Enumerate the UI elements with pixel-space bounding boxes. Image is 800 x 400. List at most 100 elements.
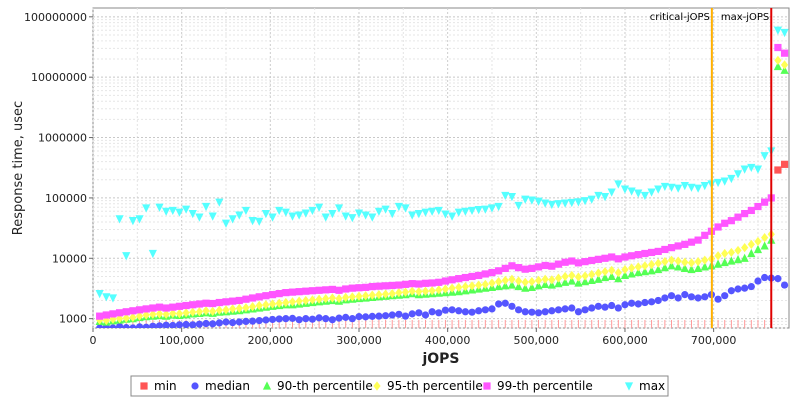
legend-label: median bbox=[205, 379, 250, 393]
data-point bbox=[640, 191, 650, 201]
data-point bbox=[202, 306, 210, 316]
data-point bbox=[780, 160, 789, 168]
data-point bbox=[162, 321, 170, 328]
data-point bbox=[388, 311, 396, 319]
x-tick-label: 400,000 bbox=[425, 334, 471, 347]
data-point bbox=[189, 307, 197, 317]
data-point bbox=[268, 213, 277, 222]
data-point bbox=[169, 321, 177, 328]
data-point bbox=[222, 305, 230, 315]
data-point bbox=[215, 305, 223, 315]
plot-background bbox=[92, 7, 790, 329]
data-point bbox=[335, 314, 343, 322]
data-point bbox=[408, 280, 416, 288]
data-point bbox=[229, 297, 237, 305]
data-point bbox=[654, 296, 662, 305]
data-point bbox=[155, 322, 164, 328]
data-point bbox=[421, 311, 430, 319]
data-point bbox=[415, 309, 423, 317]
data-point bbox=[208, 212, 217, 221]
data-point bbox=[275, 206, 284, 216]
data-point bbox=[122, 308, 130, 316]
data-point bbox=[681, 291, 689, 299]
data-point bbox=[155, 303, 164, 311]
data-point bbox=[235, 296, 243, 305]
data-point bbox=[322, 315, 330, 323]
data-point bbox=[315, 294, 323, 304]
data-point bbox=[774, 166, 782, 174]
data-point bbox=[761, 233, 769, 243]
data-point bbox=[733, 255, 743, 264]
data-point bbox=[195, 320, 203, 328]
data-point bbox=[255, 316, 263, 325]
data-point bbox=[780, 49, 789, 57]
legend-swatch bbox=[191, 382, 199, 390]
data-point bbox=[128, 217, 137, 226]
data-point bbox=[581, 258, 589, 266]
data-point bbox=[740, 165, 749, 174]
data-point bbox=[362, 283, 370, 291]
data-point bbox=[521, 195, 530, 204]
data-point bbox=[468, 281, 476, 291]
data-point bbox=[667, 255, 676, 265]
data-point bbox=[507, 280, 517, 289]
data-point bbox=[634, 262, 642, 272]
data-point bbox=[773, 61, 783, 71]
data-point bbox=[747, 206, 755, 215]
marker-label: critical-jOPS bbox=[650, 12, 710, 23]
data-point bbox=[441, 277, 450, 285]
data-point bbox=[647, 259, 656, 270]
data-point bbox=[534, 275, 543, 286]
data-point bbox=[667, 244, 676, 252]
data-point bbox=[747, 248, 756, 258]
data-point bbox=[169, 308, 177, 319]
data-point bbox=[694, 184, 703, 193]
y-tick-label: 100000000 bbox=[24, 11, 87, 24]
data-point bbox=[528, 308, 536, 316]
data-point bbox=[447, 212, 457, 221]
data-point bbox=[614, 255, 622, 263]
series-min bbox=[99, 160, 789, 328]
data-point bbox=[721, 219, 729, 227]
data-point bbox=[175, 208, 184, 217]
legend-item: 95-th percentile bbox=[373, 379, 483, 393]
data-point bbox=[428, 279, 436, 287]
data-point bbox=[714, 223, 722, 231]
data-point bbox=[720, 257, 729, 267]
data-point bbox=[774, 275, 782, 283]
data-point bbox=[241, 206, 251, 216]
data-point bbox=[521, 283, 530, 292]
data-point bbox=[221, 219, 231, 228]
data-point bbox=[288, 212, 297, 221]
data-point bbox=[667, 261, 676, 270]
data-point bbox=[594, 274, 603, 283]
data-point bbox=[475, 271, 483, 280]
x-tick-label: 500,000 bbox=[514, 334, 560, 347]
data-point bbox=[501, 299, 509, 307]
data-point bbox=[547, 280, 556, 289]
data-point bbox=[495, 267, 503, 275]
data-point bbox=[455, 282, 463, 292]
data-point bbox=[561, 258, 569, 266]
data-point bbox=[634, 267, 643, 277]
data-point bbox=[275, 298, 283, 308]
data-point bbox=[468, 272, 476, 281]
data-point bbox=[561, 199, 570, 208]
data-point bbox=[720, 177, 729, 186]
data-point bbox=[255, 293, 263, 301]
data-point bbox=[215, 319, 223, 327]
data-point bbox=[381, 282, 390, 290]
data-point bbox=[302, 315, 310, 323]
data-point bbox=[415, 287, 423, 297]
data-point bbox=[169, 303, 177, 311]
data-point bbox=[235, 318, 243, 326]
data-point bbox=[408, 211, 417, 220]
data-point bbox=[554, 306, 563, 314]
marker-label: max-jOPS bbox=[721, 12, 769, 23]
data-point bbox=[680, 181, 689, 191]
legend-label: 99-th percentile bbox=[497, 379, 593, 393]
data-point bbox=[634, 300, 642, 308]
x-axis-ticks: 0 100,000 200,000 300,000 400,000 500,000 600,… bbox=[90, 328, 736, 347]
data-point bbox=[395, 281, 403, 289]
